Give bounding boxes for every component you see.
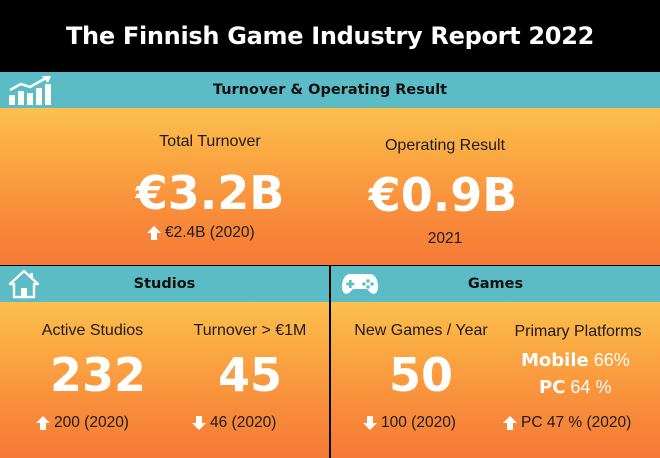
studios-over-1m-comparison-text: 46 (2020) bbox=[210, 414, 277, 431]
arrow-down-icon bbox=[192, 416, 206, 430]
active-studios-comparison: 200 (2020) bbox=[36, 414, 129, 432]
arrow-down-icon bbox=[363, 416, 377, 430]
platform-mobile-share: 66% bbox=[593, 350, 630, 370]
studios-over-1m-label: Turnover > €1M bbox=[193, 322, 307, 339]
platform-pc: PC 64 % bbox=[539, 377, 611, 398]
primary-platforms-label: Primary Platforms bbox=[514, 323, 642, 340]
active-studios-value: 232 bbox=[49, 348, 147, 402]
platform-pc-name: PC bbox=[539, 377, 566, 398]
new-games-label: New Games / Year bbox=[354, 322, 488, 339]
total-turnover-value: €3.2B bbox=[135, 166, 285, 220]
active-studios-label: Active Studios bbox=[41, 322, 144, 339]
platforms-comparison: PC 47 % (2020) bbox=[503, 414, 631, 432]
operating-result-year: 2021 bbox=[427, 230, 463, 247]
report-header: The Finnish Game Industry Report 2022 bbox=[0, 0, 660, 72]
turnover-panel: Turnover & Operating Result Total Turnov… bbox=[0, 72, 660, 265]
turnover-header-bar: Turnover & Operating Result bbox=[0, 72, 660, 108]
arrow-up-icon bbox=[147, 226, 161, 240]
arrow-up-icon bbox=[36, 416, 50, 430]
studios-header-bar: Studios bbox=[0, 266, 329, 302]
house-icon bbox=[8, 269, 40, 299]
studios-over-1m-value: 45 bbox=[217, 348, 282, 402]
total-turnover-label: Total Turnover bbox=[159, 133, 261, 150]
studios-panel: Studios Active Studios 232 200 (2020) Tu… bbox=[0, 266, 329, 458]
bar-chart-growth-icon bbox=[9, 76, 51, 105]
arrow-up-icon bbox=[503, 416, 517, 430]
total-turnover-comparison: €2.4B (2020) bbox=[147, 224, 255, 242]
platforms-comparison-text: PC 47 % (2020) bbox=[521, 414, 632, 431]
platform-pc-share: 64 % bbox=[570, 377, 612, 397]
games-panel: Games New Games / Year 50 100 (2020) Pri… bbox=[331, 266, 660, 458]
studios-over-1m-comparison: 46 (2020) bbox=[192, 414, 276, 432]
turnover-header-title: Turnover & Operating Result bbox=[212, 82, 448, 98]
platform-mobile: Mobile 66% bbox=[521, 350, 630, 371]
operating-result-label: Operating Result bbox=[384, 137, 506, 154]
gamepad-icon bbox=[342, 274, 378, 294]
games-header-bar: Games bbox=[331, 266, 660, 302]
new-games-comparison: 100 (2020) bbox=[363, 414, 456, 432]
games-header-title: Games bbox=[467, 276, 524, 292]
active-studios-comparison-text: 200 (2020) bbox=[54, 414, 129, 431]
new-games-value: 50 bbox=[388, 348, 453, 402]
operating-result-value: €0.9B bbox=[368, 168, 518, 222]
studios-header-title: Studios bbox=[133, 276, 196, 292]
new-games-comparison-text: 100 (2020) bbox=[381, 414, 456, 431]
total-turnover-comparison-text: €2.4B (2020) bbox=[165, 224, 255, 241]
platform-mobile-name: Mobile bbox=[521, 350, 589, 371]
report-title: The Finnish Game Industry Report 2022 bbox=[65, 22, 595, 50]
